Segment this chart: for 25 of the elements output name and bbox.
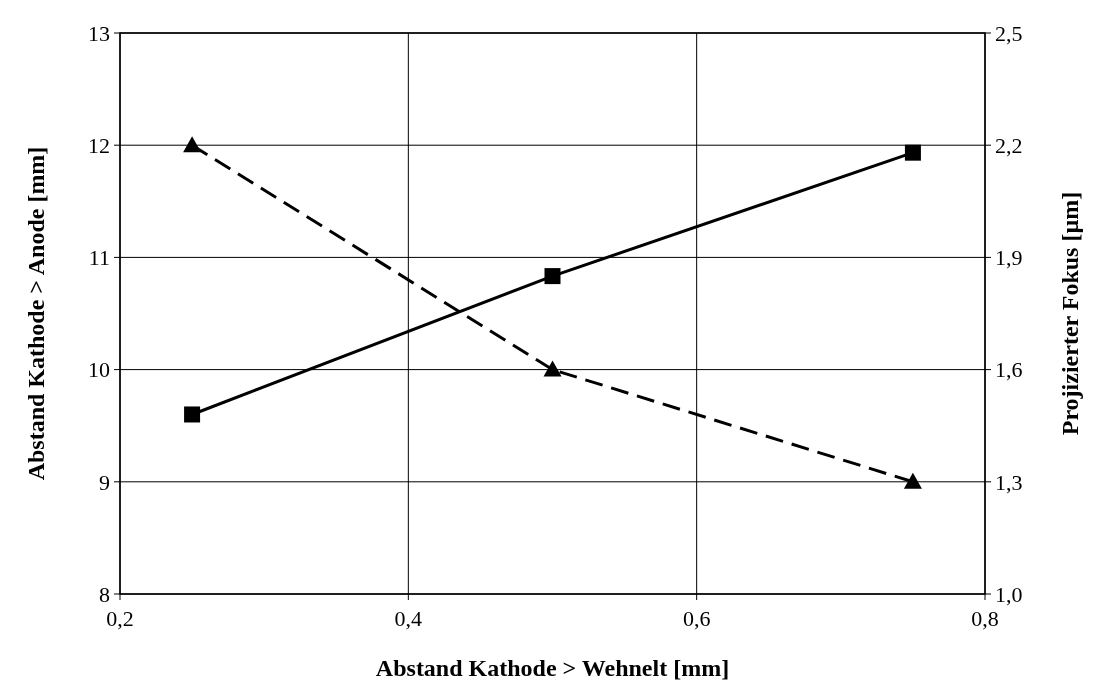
- point: [903, 472, 922, 489]
- y2-tick-label: 1,6: [995, 357, 1023, 383]
- y2-tick-label: 1,9: [995, 245, 1023, 271]
- y-tick-label: 12: [88, 132, 110, 158]
- point: [543, 360, 562, 377]
- point: [904, 144, 921, 161]
- x-tick-label: 0,6: [682, 606, 711, 631]
- y-tick-label: 9: [99, 469, 110, 495]
- x-tick-label: 0,2: [106, 606, 134, 631]
- y-tick-label: 11: [88, 245, 110, 271]
- y-tick-label: 10: [88, 357, 110, 383]
- point: [184, 406, 201, 423]
- x-tick-label: 0,8: [971, 606, 999, 631]
- y-tick-label: 13: [88, 20, 110, 46]
- y2-tick-label: 1,3: [995, 469, 1023, 495]
- y2-tick-label: 2,2: [995, 132, 1023, 158]
- point: [183, 136, 202, 153]
- y-tick-label: 8: [99, 581, 110, 607]
- x-tick-label: 0,4: [394, 606, 423, 631]
- y2-tick-label: 1,0: [995, 581, 1023, 607]
- point: [544, 268, 561, 285]
- y2-axis-title: Projizierter Fokus [µm]: [1057, 191, 1083, 436]
- x-axis-title: Abstand Kathode > Wehnelt [mm]: [375, 655, 730, 681]
- y-axis-title: Abstand Kathode > Anode [mm]: [23, 146, 49, 481]
- y2-tick-label: 2,5: [995, 20, 1023, 46]
